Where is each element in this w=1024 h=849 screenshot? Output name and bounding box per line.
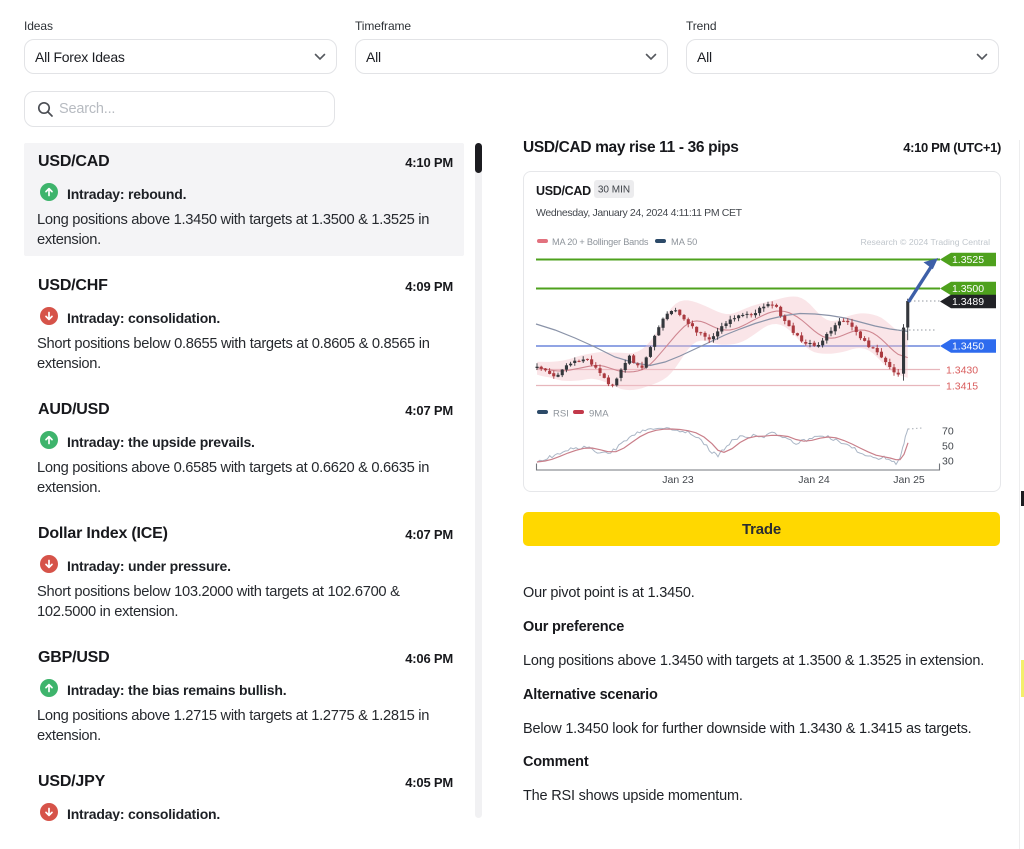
svg-text:30: 30: [942, 456, 954, 468]
svg-text:1.3450: 1.3450: [952, 341, 984, 353]
svg-text:RSI: RSI: [553, 409, 569, 420]
svg-text:MA 50: MA 50: [671, 237, 697, 247]
svg-text:1.3430: 1.3430: [946, 365, 978, 377]
svg-text:1.3415: 1.3415: [946, 381, 978, 393]
svg-text:USD/CAD: USD/CAD: [536, 184, 591, 198]
svg-text:1.3489: 1.3489: [952, 296, 984, 308]
svg-text:Wednesday, January 24, 2024 4:: Wednesday, January 24, 2024 4:11:11 PM C…: [536, 207, 743, 219]
svg-text:MA 20 + Bollinger Bands: MA 20 + Bollinger Bands: [552, 237, 649, 247]
svg-text:Research © 2024 Trading Centra: Research © 2024 Trading Central: [860, 237, 990, 247]
svg-text:70: 70: [942, 426, 954, 438]
svg-text:1.3525: 1.3525: [952, 254, 984, 266]
svg-text:Jan 24: Jan 24: [798, 474, 830, 486]
svg-text:9MA: 9MA: [589, 409, 609, 420]
svg-text:30 MIN: 30 MIN: [598, 185, 630, 196]
svg-text:50: 50: [942, 441, 954, 453]
svg-text:1.3500: 1.3500: [952, 283, 984, 295]
svg-text:Jan 23: Jan 23: [662, 474, 694, 486]
svg-text:Jan 25: Jan 25: [893, 474, 925, 486]
